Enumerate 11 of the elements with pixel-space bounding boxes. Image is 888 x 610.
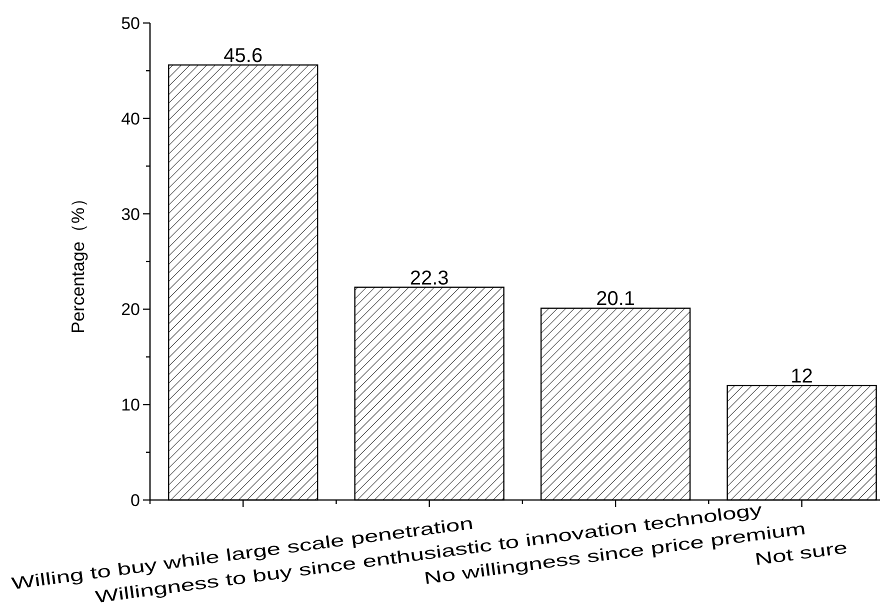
y-tick-label: 50 xyxy=(121,14,140,33)
y-tick-label: 40 xyxy=(121,109,140,128)
data-label: 45.6 xyxy=(224,44,263,67)
y-tick-label: 20 xyxy=(121,300,140,320)
y-axis-title: Percentage（%） xyxy=(68,189,88,334)
data-label: 20.1 xyxy=(596,288,636,310)
y-tick-label: 30 xyxy=(121,204,140,224)
y-tick-label: 0 xyxy=(130,491,140,510)
data-label: 22.3 xyxy=(410,267,449,290)
data-label: 12 xyxy=(790,366,813,388)
y-tick-label: 10 xyxy=(121,396,140,415)
